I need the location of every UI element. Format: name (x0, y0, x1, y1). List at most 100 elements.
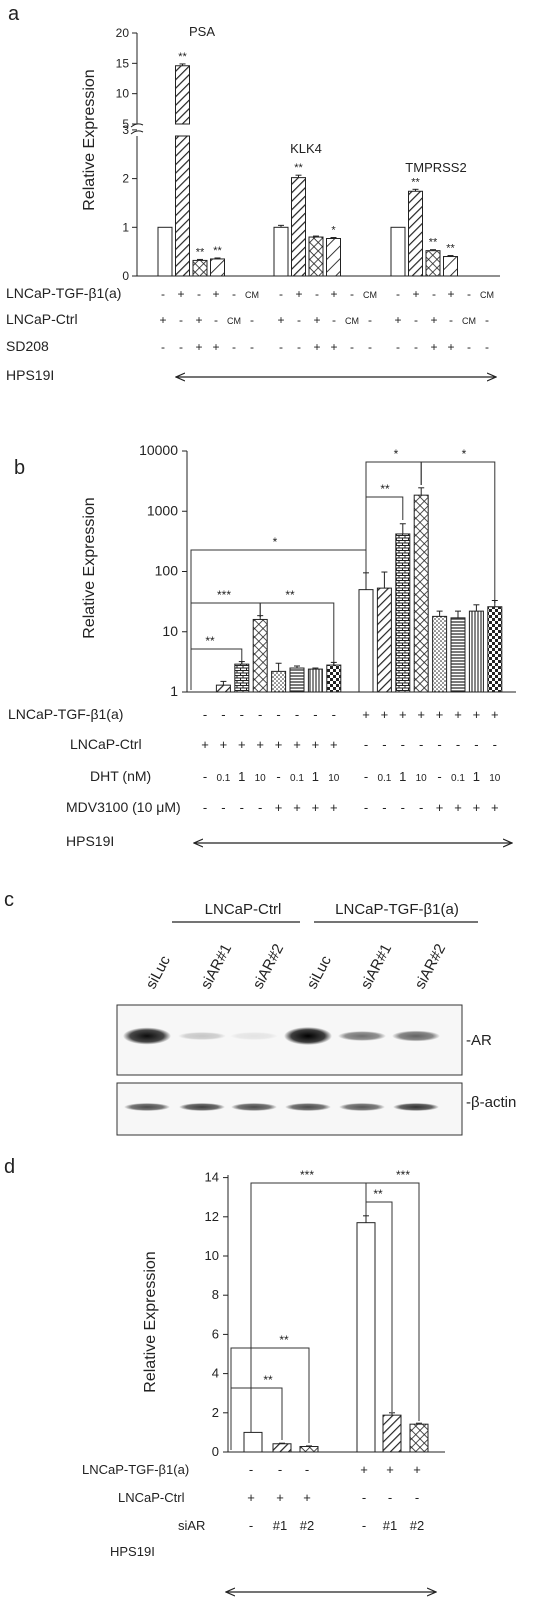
ar-bands (123, 1027, 440, 1045)
y-tick-label-a-upper-3: 5 (122, 117, 129, 131)
cell-b-3-14: + (473, 800, 481, 815)
band-label-ar: -AR (466, 1032, 492, 1049)
lane-label-3: siLuc (304, 953, 336, 992)
cell-b-1-2: + (238, 737, 246, 752)
lane-label-5: siAR#2 (412, 941, 450, 992)
row-label-b-3: MDV3100 (10 μM) (66, 799, 181, 815)
y-axis-label-a: Relative Expression (81, 69, 98, 210)
bar-a-2-1 (408, 190, 423, 277)
cell-b-0-3: - (258, 707, 262, 722)
y-tick-label-a-lower-0: 3 (122, 123, 129, 137)
bar-a-0-1 (175, 135, 190, 277)
significance-brackets-d: ************ (230, 1168, 420, 1450)
condition-table-b: LNCaP-TGF-β1(a) LNCaP-Ctrl DHT (nM) MDV3100… (8, 706, 501, 849)
bracket-d-1-label: ** (279, 1333, 289, 1347)
row-label-a-3: HPS19I (6, 367, 54, 383)
cell-d-1-5: - (415, 1490, 419, 1505)
cell-b-0-9: + (381, 707, 389, 722)
y-tick-label-d-0: 0 (212, 1444, 219, 1459)
cell-a-1-1-4: CM (345, 316, 359, 326)
y-tick-label-d-2: 4 (212, 1366, 219, 1381)
cell-b-3-1: - (221, 800, 225, 815)
y-ticks-d: 0 2 4 6 8 10 12 14 (205, 1170, 228, 1459)
bar-d-5 (409, 1423, 429, 1453)
bar-a-0-3-sig: ** (213, 245, 222, 257)
bar-a-1-3 (326, 238, 341, 277)
cell-d-1-2: + (303, 1490, 311, 1505)
bar-a-0-2 (192, 259, 208, 277)
bar-b-11 (413, 494, 429, 693)
cell-a-2-1-1: - (297, 340, 301, 354)
row-label-d-2: siAR (178, 1518, 205, 1533)
panel-c: c LNCaP-Ctrl LNCaP-TGF-β1(a) siLuc siAR#1… (4, 889, 516, 1136)
bar-d-4 (382, 1414, 402, 1453)
cell-a-0-2-4: - (467, 287, 471, 301)
cell-b-0-15: + (491, 707, 499, 722)
cell-b-1-9: - (382, 737, 386, 752)
cell-a-1-2-3: - (449, 313, 453, 327)
actin-band-3 (285, 1103, 331, 1111)
cell-d-0-1: - (278, 1462, 282, 1477)
cell-d-2-5: #2 (410, 1518, 424, 1533)
cell-a-0-2-3: + (447, 287, 454, 301)
bracket-b-2 (259, 602, 335, 673)
y-tick-label-d-6: 12 (205, 1209, 219, 1224)
cell-a-1-0-2: + (195, 313, 202, 327)
cell-a-0-1-1: + (295, 287, 302, 301)
bar-a-0-3 (210, 258, 225, 277)
row-label-a-0: LNCaP-TGF-β1(a) (6, 285, 121, 301)
bar-b-8 (358, 589, 374, 693)
cell-a-2-0-2: + (195, 340, 202, 354)
bracket-b-0-label: ** (205, 634, 215, 648)
cell-b-1-12: - (437, 737, 441, 752)
group-label-lncap-ctrl: LNCaP-Ctrl (205, 901, 282, 918)
cell-a-0-0-3: + (212, 287, 219, 301)
bracket-b-3-label: * (273, 535, 278, 549)
bar-a-0-1-upper (175, 65, 190, 125)
group-label-klk4: KLK4 (290, 141, 322, 156)
y-tick-label-a-lower-1: 2 (122, 172, 129, 186)
bar-a-1-1-sig: ** (294, 162, 303, 174)
y-tick-label-a-lower-3: 0 (122, 269, 129, 283)
cell-b-3-8: - (364, 800, 368, 815)
cell-b-3-10: - (401, 800, 405, 815)
cell-b-1-3: + (256, 737, 264, 752)
cell-b-2-14: 1 (473, 769, 480, 784)
cell-d-0-3: + (360, 1462, 368, 1477)
cell-a-2-0-5: - (250, 340, 254, 354)
ar-band-2 (230, 1032, 278, 1040)
cell-b-0-1: - (221, 707, 225, 722)
cell-b-1-0: + (201, 737, 209, 752)
cell-a-1-1-5: - (368, 313, 372, 327)
cell-a-1-1-1: - (297, 313, 301, 327)
cell-d-2-1: #1 (273, 1518, 287, 1533)
y-tick-label-d-3: 6 (212, 1326, 219, 1341)
row-label-d-3: HPS19I (110, 1544, 155, 1559)
bracket-b-0 (190, 648, 243, 690)
cell-b-2-2: 1 (238, 769, 245, 784)
cell-d-2-4: #1 (383, 1518, 397, 1533)
cell-b-2-15: 10 (489, 773, 501, 784)
bracket-b-6-label: * (462, 447, 467, 461)
y-tick-label-b-3: 1000 (147, 502, 178, 518)
actin-band-4 (339, 1103, 385, 1111)
cell-a-2-2-0: - (396, 340, 400, 354)
bar-a-2-2 (425, 250, 441, 277)
group-label-lncap-tgf: LNCaP-TGF-β1(a) (335, 901, 459, 918)
cell-a-1-2-5: - (485, 313, 489, 327)
cell-a-0-2-0: - (396, 287, 400, 301)
actin-band-0 (124, 1103, 170, 1111)
cell-d-1-1: + (276, 1490, 284, 1505)
cell-a-2-1-3: + (330, 340, 337, 354)
cell-a-2-2-4: - (467, 340, 471, 354)
panel-letter-a: a (8, 3, 20, 25)
cell-a-0-1-5: CM (363, 290, 377, 300)
cell-d-0-0: - (249, 1462, 253, 1477)
cell-a-2-0-3: + (212, 340, 219, 354)
cell-a-1-1-2: + (313, 313, 320, 327)
cell-b-0-5: - (295, 707, 299, 722)
cell-b-1-15: - (493, 737, 497, 752)
row-label-d-1: LNCaP-Ctrl (118, 1490, 185, 1505)
